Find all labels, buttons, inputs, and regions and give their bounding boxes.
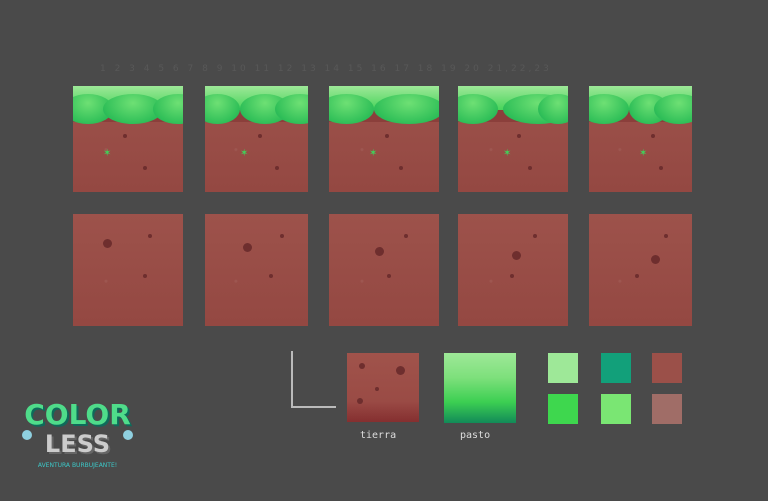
dirt-tile (458, 214, 568, 326)
sprout-icon: ✶ (639, 148, 648, 159)
colorless-logo: COLOR LESS AVENTURA BURBUJEANTE! (20, 400, 135, 492)
sprout-icon: ✶ (240, 148, 249, 159)
dirt-tile (205, 214, 308, 326)
sprout-icon: ✶ (503, 148, 512, 159)
color-swatch (548, 353, 578, 383)
logo-title-line2: LESS (44, 430, 111, 458)
bubble-icon (123, 430, 133, 440)
corner-guide (291, 351, 336, 408)
sprout-icon: ✶ (369, 148, 378, 159)
color-swatch (601, 353, 631, 383)
dirt-tile (589, 214, 692, 326)
grass-label: pasto (460, 430, 491, 441)
color-swatch (652, 353, 682, 383)
grass-tile: ✶ (589, 86, 692, 192)
sprout-icon: ✶ (103, 148, 112, 159)
grass-tile: ✶ (205, 86, 308, 192)
bubble-icon (22, 430, 32, 440)
sheet-numbers: 1 2 3 4 5 6 7 8 9 10 11 12 13 14 15 16 1… (100, 64, 552, 74)
grass-sample (444, 353, 516, 423)
dirt-label: tierra (360, 430, 397, 441)
color-swatch (652, 394, 682, 424)
color-swatch (548, 394, 578, 424)
logo-title-line1: COLOR (24, 398, 131, 431)
logo-tagline: AVENTURA BURBUJEANTE! (37, 462, 118, 469)
dirt-sample (347, 353, 419, 422)
grass-tile: ✶ (73, 86, 183, 192)
dirt-tile (73, 214, 183, 326)
grass-tile: ✶ (458, 86, 568, 192)
color-swatch (601, 394, 631, 424)
grass-tile: ✶ (329, 86, 439, 192)
dirt-tile (329, 214, 439, 326)
